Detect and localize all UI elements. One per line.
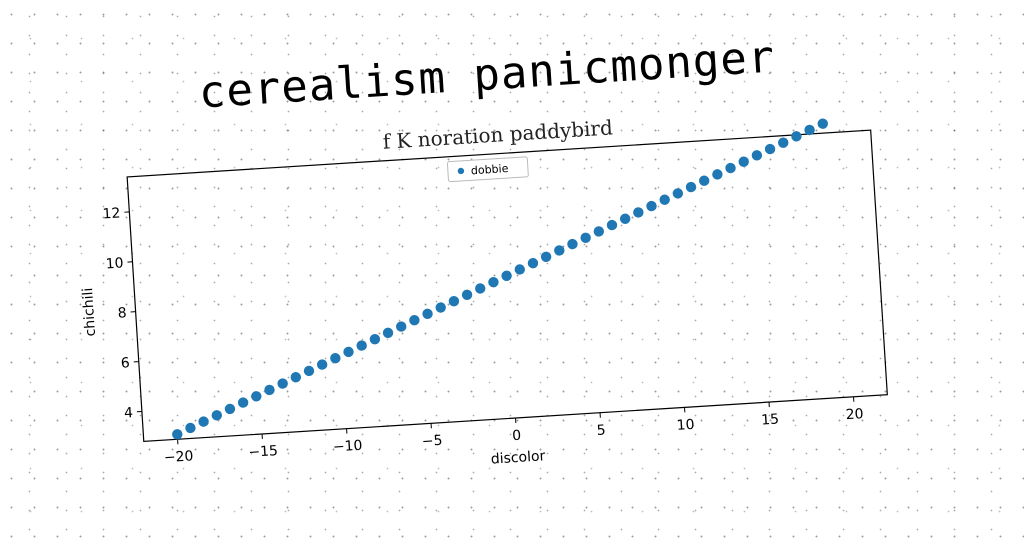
data-point xyxy=(488,277,499,288)
data-point xyxy=(224,403,235,414)
data-point xyxy=(606,220,617,231)
data-point xyxy=(567,239,578,250)
data-point xyxy=(198,416,209,427)
data-point xyxy=(620,213,631,224)
data-point xyxy=(343,346,354,357)
data-point xyxy=(514,264,525,275)
data-point xyxy=(475,283,486,294)
data-point xyxy=(264,384,275,395)
y-tick-label: 10 xyxy=(105,255,124,272)
data-point xyxy=(277,378,288,389)
data-point xyxy=(290,372,301,383)
data-point xyxy=(317,359,328,370)
data-point xyxy=(580,232,591,243)
x-tick-label: −15 xyxy=(248,443,278,461)
data-point xyxy=(172,429,183,440)
data-point xyxy=(725,163,736,174)
x-tick-label: −10 xyxy=(332,438,362,456)
data-point xyxy=(778,137,789,148)
data-point xyxy=(356,340,367,351)
data-point xyxy=(672,188,683,199)
data-point xyxy=(238,397,249,408)
data-point xyxy=(462,289,473,300)
y-tick-label: 8 xyxy=(117,305,127,322)
data-point xyxy=(751,150,762,161)
x-tick-label: 5 xyxy=(596,422,606,439)
data-point xyxy=(369,334,380,345)
data-point xyxy=(712,169,723,180)
data-point xyxy=(646,201,657,212)
data-point xyxy=(554,245,565,256)
data-point xyxy=(633,207,644,218)
legend-label-dobbie: dobbie xyxy=(471,162,509,177)
x-tick-label: −20 xyxy=(163,448,193,466)
x-tick-label: 0 xyxy=(512,428,522,445)
y-axis-label: chichili xyxy=(80,287,99,337)
data-point xyxy=(448,296,459,307)
y-tick-label: 6 xyxy=(120,355,130,372)
legend: dobbie xyxy=(447,157,528,182)
y-axis-ticks: 4 6 8 10 12 xyxy=(102,205,142,422)
x-axis-label: discolor xyxy=(490,448,546,467)
y-tick-label: 12 xyxy=(102,205,121,222)
data-point xyxy=(817,118,828,129)
y-tick-label: 4 xyxy=(124,405,134,422)
data-point xyxy=(541,251,552,262)
data-point xyxy=(527,258,538,269)
data-point xyxy=(738,156,749,167)
data-point xyxy=(659,194,670,205)
data-point xyxy=(396,321,407,332)
data-point xyxy=(409,315,420,326)
data-point xyxy=(422,308,433,319)
data-point xyxy=(686,182,697,193)
data-point xyxy=(330,353,341,364)
data-point xyxy=(185,422,196,433)
x-tick-label: −5 xyxy=(421,433,443,450)
data-point xyxy=(251,391,262,402)
data-point xyxy=(501,270,512,281)
data-point xyxy=(303,365,314,376)
data-point xyxy=(765,144,776,155)
data-point xyxy=(699,175,710,186)
data-point xyxy=(211,410,222,421)
data-point xyxy=(791,131,802,142)
data-point xyxy=(435,302,446,313)
x-tick-label: 20 xyxy=(845,406,864,423)
data-point xyxy=(383,327,394,338)
x-tick-label: 15 xyxy=(761,412,780,429)
data-point xyxy=(593,226,604,237)
x-tick-label: 10 xyxy=(676,417,695,434)
